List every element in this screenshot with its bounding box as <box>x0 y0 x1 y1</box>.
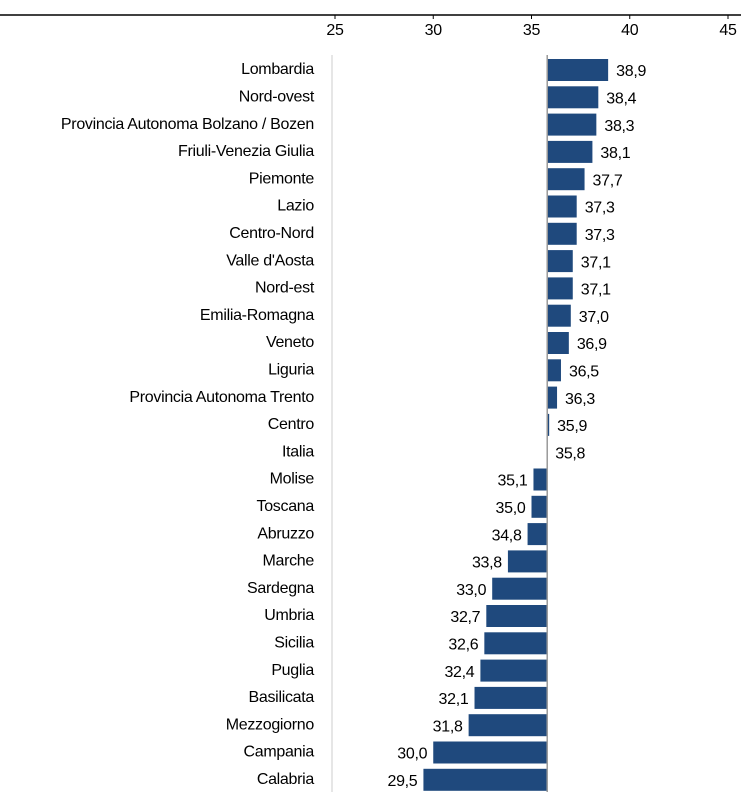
y-tick-label: Nord-ovest <box>239 89 315 106</box>
x-tick-label: 45 <box>719 22 737 39</box>
y-tick-label: Abruzzo <box>257 525 314 542</box>
y-tick-label: Provincia Autonoma Bolzano / Bozen <box>61 116 314 133</box>
value-label: 36,9 <box>577 336 607 353</box>
bar <box>423 768 548 791</box>
y-tick-label: Provincia Autonoma Trento <box>129 389 314 406</box>
bar <box>547 195 577 218</box>
y-tick-label: Toscana <box>257 498 315 515</box>
value-label: 34,8 <box>492 527 522 544</box>
bar <box>433 741 548 764</box>
y-tick-label: Liguria <box>268 362 314 379</box>
value-label: 37,1 <box>581 254 611 271</box>
bar <box>547 332 569 354</box>
value-label: 38,3 <box>604 118 634 135</box>
y-tick-label: Centro <box>268 416 315 433</box>
x-tick-label: 40 <box>621 22 639 39</box>
value-label: 32,7 <box>450 609 480 626</box>
x-tick-label: 25 <box>326 22 344 39</box>
y-tick-label: Sardegna <box>247 580 314 597</box>
x-tick-label: 35 <box>523 22 541 39</box>
y-tick-label: Molise <box>270 471 315 488</box>
bar <box>474 686 548 709</box>
y-tick-label: Centro-Nord <box>229 225 314 242</box>
bar <box>547 386 558 409</box>
value-label: 35,1 <box>498 473 528 490</box>
y-tick-label: Basilicata <box>249 689 315 706</box>
bar <box>531 495 548 518</box>
bar <box>547 222 577 245</box>
value-label: 33,8 <box>472 555 502 572</box>
y-tick-label: Valle d'Aosta <box>226 252 314 269</box>
bar <box>547 304 571 327</box>
value-label: 35,9 <box>557 418 587 435</box>
y-tick-label: Sicilia <box>274 635 314 652</box>
bar <box>547 86 599 109</box>
y-tick-label: Veneto <box>266 334 314 351</box>
value-label: 38,4 <box>606 91 636 108</box>
bar <box>547 413 550 436</box>
value-label: 32,4 <box>444 664 474 681</box>
bar <box>480 659 548 682</box>
y-tick-label: Italia <box>282 443 314 460</box>
value-label: 37,1 <box>581 282 611 299</box>
value-label: 33,0 <box>456 582 486 599</box>
value-label: 35,0 <box>496 500 526 517</box>
bar <box>533 468 548 491</box>
bar <box>507 550 548 573</box>
value-label: 38,1 <box>600 145 630 162</box>
value-label: 32,1 <box>439 691 469 708</box>
y-tick-label: Calabria <box>257 771 315 788</box>
y-tick-label: Puglia <box>271 662 314 679</box>
value-label: 35,8 <box>555 445 585 462</box>
bar <box>486 605 548 627</box>
bar <box>547 250 573 273</box>
y-tick-label: Mezzogiorno <box>226 716 315 733</box>
bar <box>468 714 548 737</box>
bar <box>547 113 597 136</box>
y-tick-label: Campania <box>243 744 314 761</box>
value-label: 36,3 <box>565 391 595 408</box>
y-tick-label: Emilia-Romagna <box>200 307 314 324</box>
value-label: 37,3 <box>585 200 615 217</box>
y-tick-label: Friuli-Venezia Giulia <box>178 143 314 160</box>
value-label: 37,0 <box>579 309 609 326</box>
x-tick-label: 30 <box>425 22 443 39</box>
y-tick-label: Umbria <box>264 607 314 624</box>
value-label: 38,9 <box>616 63 646 80</box>
bar <box>547 140 593 163</box>
bar <box>492 577 548 600</box>
value-label: 29,5 <box>387 773 417 790</box>
value-label: 37,7 <box>593 172 623 189</box>
y-tick-label: Piemonte <box>249 170 315 187</box>
y-tick-label: Lombardia <box>241 61 314 78</box>
y-tick-label: Marche <box>262 553 314 570</box>
bar <box>547 59 609 81</box>
bar <box>484 632 548 655</box>
bar <box>547 277 573 300</box>
bar <box>527 523 548 546</box>
y-tick-label: Nord-est <box>255 280 315 297</box>
value-label: 31,8 <box>433 718 463 735</box>
value-label: 37,3 <box>585 227 615 244</box>
value-label: 32,6 <box>448 637 478 654</box>
value-label: 36,5 <box>569 364 599 381</box>
bar <box>547 168 585 191</box>
y-tick-label: Lazio <box>277 198 314 215</box>
value-label: 30,0 <box>397 746 427 763</box>
bar <box>547 359 561 382</box>
